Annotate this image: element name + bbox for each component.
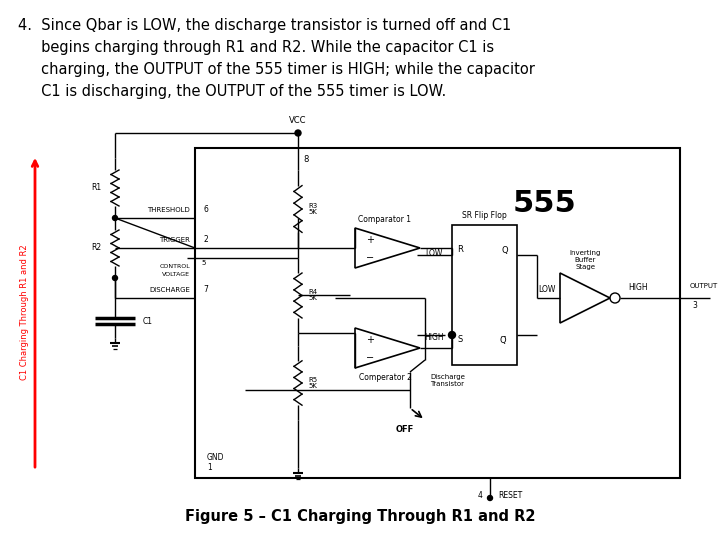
Circle shape	[295, 130, 301, 136]
Text: C1 Charging Through R1 and R2: C1 Charging Through R1 and R2	[20, 244, 30, 380]
Bar	[452, 225, 517, 365]
Bar	[195, 148, 680, 478]
Text: 7: 7	[203, 286, 208, 294]
Text: 5: 5	[201, 260, 205, 266]
Text: RESET: RESET	[498, 491, 522, 501]
Text: C1: C1	[143, 316, 153, 326]
Text: Inverting
Buffer
Stage: Inverting Buffer Stage	[570, 250, 600, 270]
Text: S: S	[457, 335, 463, 345]
Text: 1: 1	[207, 463, 212, 472]
Text: +: +	[366, 235, 374, 245]
Text: begins charging through R1 and R2. While the capacitor C1 is: begins charging through R1 and R2. While…	[18, 40, 494, 55]
Text: R2: R2	[91, 244, 101, 253]
Circle shape	[112, 215, 117, 220]
Text: TRIGGER: TRIGGER	[159, 237, 190, 243]
Text: 4: 4	[477, 491, 482, 501]
Text: THRESHOLD: THRESHOLD	[148, 207, 190, 213]
Text: R1: R1	[91, 184, 101, 192]
Text: Q: Q	[502, 246, 508, 254]
Text: R3
5K: R3 5K	[308, 202, 318, 215]
Text: CONTROL: CONTROL	[159, 264, 190, 268]
Text: charging, the OUTPUT of the 555 timer is HIGH; while the capacitor: charging, the OUTPUT of the 555 timer is…	[18, 62, 535, 77]
Text: HIGH: HIGH	[424, 333, 444, 341]
Text: −: −	[366, 353, 374, 363]
Circle shape	[112, 275, 117, 280]
Text: DISCHARGE: DISCHARGE	[149, 287, 190, 293]
Text: 3: 3	[692, 301, 697, 310]
Text: R5
5K: R5 5K	[308, 376, 317, 389]
Text: R4
5K: R4 5K	[308, 288, 317, 301]
Text: C1 is discharging, the OUTPUT of the 555 timer is LOW.: C1 is discharging, the OUTPUT of the 555…	[18, 84, 446, 99]
Text: Comperator 2: Comperator 2	[359, 374, 411, 382]
Text: 6: 6	[203, 206, 208, 214]
Text: OUTPUT: OUTPUT	[690, 283, 719, 289]
Text: Comparator 1: Comparator 1	[359, 215, 412, 225]
Text: VCC: VCC	[289, 116, 307, 125]
Text: LOW: LOW	[426, 248, 443, 258]
Text: −: −	[366, 253, 374, 263]
Text: HIGH: HIGH	[628, 284, 648, 293]
Text: LOW: LOW	[539, 286, 556, 294]
Text: 4.  Since Qbar is LOW, the discharge transistor is turned off and C1: 4. Since Qbar is LOW, the discharge tran…	[18, 18, 511, 33]
Text: 8: 8	[303, 156, 308, 165]
Circle shape	[449, 332, 456, 339]
Text: SR Flip Flop: SR Flip Flop	[462, 211, 506, 219]
Text: Discharge
Transistor: Discharge Transistor	[430, 374, 465, 387]
Text: OFF: OFF	[396, 426, 414, 435]
Text: 2: 2	[203, 235, 208, 245]
Text: GND: GND	[207, 454, 225, 462]
Text: +: +	[366, 335, 374, 345]
Text: R: R	[457, 246, 463, 254]
Text: Figure 5 – C1 Charging Through R1 and R2: Figure 5 – C1 Charging Through R1 and R2	[185, 509, 535, 523]
Text: Q̅: Q̅	[500, 335, 506, 345]
Text: 555: 555	[513, 188, 576, 218]
Text: VOLTAGE: VOLTAGE	[162, 272, 190, 276]
Circle shape	[487, 496, 492, 501]
